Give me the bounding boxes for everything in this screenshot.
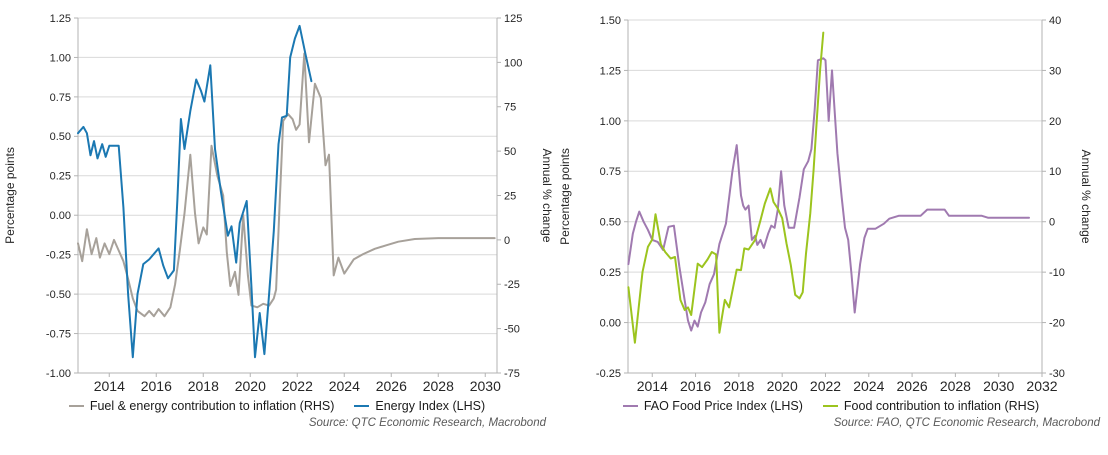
food-chart-plot: 1.501.251.000.750.500.250.00-0.254030201…: [558, 15, 1093, 394]
right-axis-tick-label: 0: [504, 235, 510, 247]
x-axis-tick-label: 2022: [810, 378, 841, 394]
left-axis-tick-label: 1.25: [600, 65, 621, 77]
right-axis-tick-label: 0: [1049, 217, 1055, 229]
right-axis-tick-label: 20: [1049, 116, 1061, 128]
energy-chart-legend: Fuel & energy contribution to inflation …: [0, 399, 554, 413]
x-axis-tick-label: 2022: [282, 378, 313, 394]
left-axis-tick-label: 1.25: [50, 13, 71, 25]
right-axis-tick-label: -20: [1049, 317, 1065, 329]
energy-chart-source: Source: QTC Economic Research, Macrobond: [308, 417, 546, 429]
legend-swatch: [354, 404, 370, 408]
right-axis-tick-label: 25: [504, 190, 516, 202]
left-axis-tick-label: 0.50: [50, 131, 71, 143]
left-axis-tick-label: -0.50: [46, 289, 71, 301]
left-axis-tick-label: 0.75: [50, 92, 71, 104]
x-axis-tick-label: 2014: [637, 378, 668, 394]
left-axis-tick-label: 0.50: [600, 217, 621, 229]
x-axis-tick-label: 2026: [376, 378, 407, 394]
x-axis-tick-label: 2016: [141, 378, 172, 394]
x-axis-tick-label: 2030: [983, 378, 1014, 394]
right-axis-tick-label: -75: [504, 368, 520, 380]
legend-item-food-contribution-to-inflation-rhs: Food contribution to inflation (RHS): [822, 399, 1040, 413]
fao-food-price-index-lhs-line: [627, 57, 1030, 332]
left-axis-tick-label: 1.50: [600, 15, 621, 27]
food-contribution-to-inflation-rhs-line: [627, 31, 825, 344]
legend-swatch: [622, 404, 638, 408]
legend-item-energy-index-lhs: Energy Index (LHS): [354, 399, 485, 413]
right-axis-tick-label: -25: [504, 279, 520, 291]
right-axis-tick-label: 30: [1049, 65, 1061, 77]
left-axis-tick-label: 0.00: [600, 317, 621, 329]
right-axis-tick-label: -30: [1049, 368, 1065, 380]
right-axis-tick-label: 125: [504, 13, 522, 25]
x-axis-tick-label: 2018: [188, 378, 219, 394]
right-axis-title: Annual % change: [1079, 149, 1093, 243]
left-axis-tick-label: -0.25: [596, 368, 621, 380]
right-axis-tick-label: 50: [504, 146, 516, 158]
x-axis-tick-label: 2014: [94, 378, 125, 394]
right-axis-tick-label: -10: [1049, 267, 1065, 279]
right-axis-tick-label: -50: [504, 323, 520, 335]
right-axis-tick-label: 100: [504, 57, 522, 69]
x-axis-tick-label: 2020: [235, 378, 266, 394]
energy-chart-panel: 1.25 1.00 0.75 0.50 0.25 0.00 -0.25 -0.50 -0.75 -…: [0, 0, 554, 429]
left-axis-title: Percentage points: [558, 148, 572, 245]
x-axis-tick-label: 2028: [423, 378, 454, 394]
left-axis-tick-label: 1.00: [600, 116, 621, 128]
left-axis-tick-label: 0.25: [600, 267, 621, 279]
legend-label: Food contribution to inflation (RHS): [843, 399, 1040, 413]
x-axis-tick-label: 2018: [723, 378, 754, 394]
charts-board: 1.25 1.00 0.75 0.50 0.25 0.00 -0.25 -0.50 -0.75 -…: [0, 0, 1108, 429]
right-axis-title: Annual % change: [540, 148, 554, 242]
legend-swatch: [822, 404, 838, 408]
left-axis-tick-label: 0.25: [50, 171, 71, 183]
legend-label: Fuel & energy contribution to inflation …: [89, 399, 335, 413]
legend-label: Energy Index (LHS): [375, 399, 486, 413]
left-axis-tick-label: -0.25: [46, 250, 71, 262]
legend-swatch: [68, 404, 84, 408]
x-axis-tick-label: 2016: [680, 378, 711, 394]
x-axis-tick-label: 2028: [940, 378, 971, 394]
left-axis-title: Percentage points: [3, 147, 17, 244]
energy-index-lhs-line: [77, 24, 313, 359]
left-axis-tick-label: 0.00: [50, 210, 71, 222]
food-chart-source: Source: FAO, QTC Economic Research, Macr…: [833, 417, 1100, 429]
food-chart-legend: FAO Food Price Index (LHS) Food contribut…: [554, 399, 1108, 413]
legend-label: FAO Food Price Index (LHS): [643, 399, 803, 413]
left-axis-tick-label: -1.00: [46, 368, 71, 380]
energy-chart-plot: 1.25 1.00 0.75 0.50 0.25 0.00 -0.25 -0.50 -0.75 -…: [3, 13, 554, 394]
right-axis-tick-label: 40: [1049, 15, 1061, 27]
x-axis-tick-label: 2024: [329, 378, 360, 394]
right-axis-tick-label: 75: [504, 102, 516, 114]
left-axis-tick-label: 0.75: [600, 166, 621, 178]
left-axis-tick-label: 1.00: [50, 52, 71, 64]
x-axis-tick-label: 2032: [1026, 378, 1057, 394]
x-axis-tick-label: 2030: [470, 378, 501, 394]
x-axis-tick-label: 2020: [767, 378, 798, 394]
x-axis-tick-label: 2026: [897, 378, 928, 394]
x-axis-tick-label: 2024: [853, 378, 884, 394]
legend-item-fuel-energy-contribution-to-inflation-rhs: Fuel & energy contribution to inflation …: [68, 399, 335, 413]
right-axis-tick-label: 10: [1049, 166, 1061, 178]
legend-item-fao-food-price-index-lhs: FAO Food Price Index (LHS): [622, 399, 803, 413]
left-axis-tick-label: -0.75: [46, 328, 71, 340]
food-chart-panel: 1.50 1.25 1.00 0.75 0.50 0.25 0.00 -0.25 40 30 20 1…: [554, 0, 1108, 429]
